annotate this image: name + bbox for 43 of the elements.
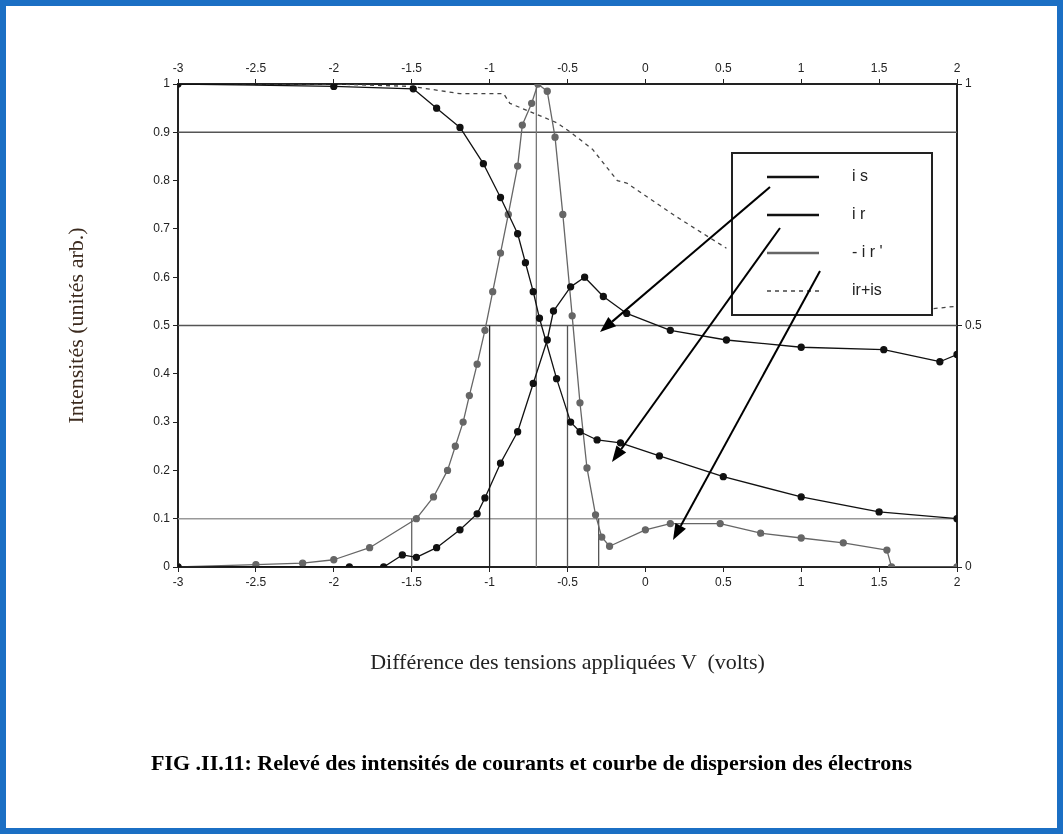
y-tick-label: 0.9 (153, 124, 171, 139)
y2-tick-label: 0 (965, 559, 972, 574)
y-tick-label: 0.8 (153, 172, 171, 187)
y-axis-title: Intensités (unités arb.) (62, 227, 88, 424)
y-tick-label: 0.7 (153, 221, 171, 236)
x-tick-label: -2 (328, 61, 340, 76)
x2-tick-label: 1 (797, 574, 805, 589)
x-tick-label: 0 (642, 61, 650, 76)
x-tick-label: -1 (484, 61, 496, 76)
legend-label: ir+is (852, 281, 882, 299)
legend-label: i r (852, 205, 866, 223)
x2-tick-label: -2.5 (245, 574, 267, 589)
x2-tick-label: 0 (642, 574, 650, 589)
x2-tick-label: -1 (484, 574, 496, 589)
x2-tick-label: 0.5 (714, 574, 732, 589)
y-tick-label: 0.5 (153, 317, 171, 332)
y-tick-label: 0.6 (153, 269, 171, 284)
y-tick-label: 0.3 (153, 414, 171, 429)
y2-tick-label: 1 (965, 76, 972, 91)
x2-tick-label: 1.5 (870, 574, 888, 589)
x2-tick-label: -1.5 (401, 574, 423, 589)
text: FIG .II.11: Relevé des intensités de courants et courbe de dispersion des électrons (150, 749, 913, 777)
x-axis-title: Différence des tensions appliquées V (volts) (370, 648, 765, 674)
y-tick-label: 0.2 (153, 462, 171, 477)
x2-tick-label: 2 (953, 574, 961, 589)
x-tick-label: -3 (172, 61, 184, 76)
x-tick-label: 0.5 (714, 61, 732, 76)
legend-label: i s (852, 167, 868, 185)
x-tick-label: -1.5 (401, 61, 423, 76)
x-tick-label: -2.5 (245, 61, 267, 76)
x-tick-label: -0.5 (557, 61, 579, 76)
y-tick-label: 0.1 (153, 511, 171, 526)
y-tick-label: 0 (163, 559, 171, 574)
x-tick-label: 2 (953, 61, 961, 76)
x2-tick-label: -0.5 (557, 574, 579, 589)
y-tick-label: 0.4 (153, 366, 171, 381)
legend-label: - i r ' (852, 243, 883, 261)
x2-tick-label: -2 (328, 574, 340, 589)
x-tick-label: 1.5 (870, 61, 888, 76)
x-tick-label: 1 (797, 61, 805, 76)
y-tick-label: 1 (163, 76, 171, 91)
y2-tick-label: 0.5 (965, 317, 983, 332)
x2-tick-label: -3 (172, 574, 184, 589)
